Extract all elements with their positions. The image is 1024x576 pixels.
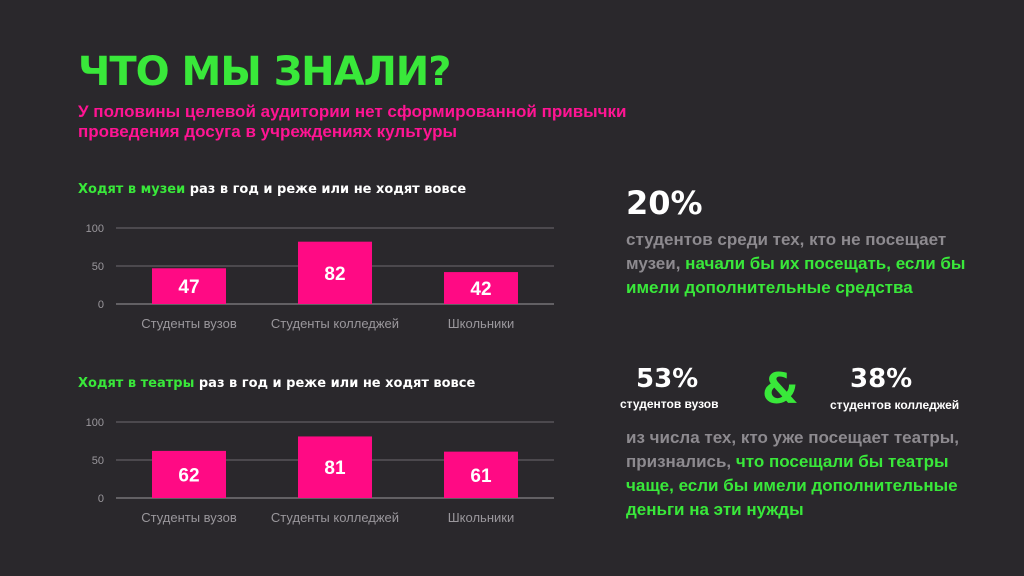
theater-chart-title-rest: раз в год и реже или не ходят вовсе <box>194 376 476 391</box>
theater-chart-title: Ходят в театры раз в год и реже или не х… <box>78 376 475 391</box>
bar-value-label: 81 <box>324 458 346 479</box>
college-stat-value: 38% <box>850 364 913 394</box>
x-category-label: Студенты колледжей <box>271 316 399 331</box>
x-category-label: Студенты вузов <box>141 316 237 331</box>
bar-value-label: 61 <box>470 466 492 487</box>
y-tick-label: 0 <box>98 299 104 311</box>
y-tick-label: 100 <box>86 417 104 429</box>
museum-chart-title-rest: раз в год и реже или не ходят вовсе <box>185 182 467 197</box>
uni-stat-label: студентов вузов <box>620 397 719 411</box>
museum-chart-title: Ходят в музеи раз в год и реже или не хо… <box>78 182 466 197</box>
x-category-label: Студенты вузов <box>141 510 237 525</box>
theater-stat-text-grey: из числа тех, кто уже посещает театры, п… <box>626 428 960 471</box>
museum-stat-text: студентов среди тех, кто не посещает муз… <box>626 228 976 300</box>
x-category-label: Студенты колледжей <box>271 510 399 525</box>
museum-bar-chart: 0 50 100 47 Студенты вузов 82 Студенты колледж… <box>86 223 554 331</box>
slide-title: ЧТО МЫ ЗНАЛИ? <box>78 49 451 95</box>
bar-value-label: 47 <box>178 277 199 298</box>
museum-stat-value: 20% <box>626 184 703 222</box>
bar <box>152 450 226 498</box>
museum-chart-title-highlight: Ходят в музеи <box>78 182 186 197</box>
museum-stat-text-green: начали бы их посещать, если бы имели доп… <box>626 254 966 297</box>
bar <box>298 436 372 498</box>
bar-value-label: 42 <box>470 279 491 300</box>
bar <box>444 272 518 304</box>
theater-chart-title-highlight: Ходят в театры <box>78 376 195 391</box>
y-tick-label: 0 <box>98 493 104 505</box>
college-stat-label: студентов колледжей <box>830 398 960 412</box>
bar-value-label: 82 <box>324 264 345 285</box>
y-tick-label: 100 <box>86 223 104 235</box>
theater-bar-chart: 0 50 100 62 Студенты вузов 81 Студенты колледж… <box>86 417 554 525</box>
bar <box>152 268 226 304</box>
theater-stat-text: из числа тех, кто уже посещает театры, п… <box>626 426 986 522</box>
y-tick-label: 50 <box>92 261 104 273</box>
x-category-label: Школьники <box>448 316 514 331</box>
bar-value-label: 62 <box>178 465 199 486</box>
x-category-label: Школьники <box>448 510 514 525</box>
bar <box>298 241 372 304</box>
y-tick-label: 50 <box>92 455 104 467</box>
theater-stat-text-green: что посещали бы театры чаще, если бы име… <box>626 452 958 519</box>
slide-subtitle: У половины целевой аудитории нет сформир… <box>78 102 627 141</box>
bar <box>444 451 518 498</box>
museum-stat-text-grey: студентов среди тех, кто не посещает муз… <box>626 230 947 273</box>
ampersand: & <box>762 364 799 413</box>
uni-stat-value: 53% <box>636 364 699 394</box>
